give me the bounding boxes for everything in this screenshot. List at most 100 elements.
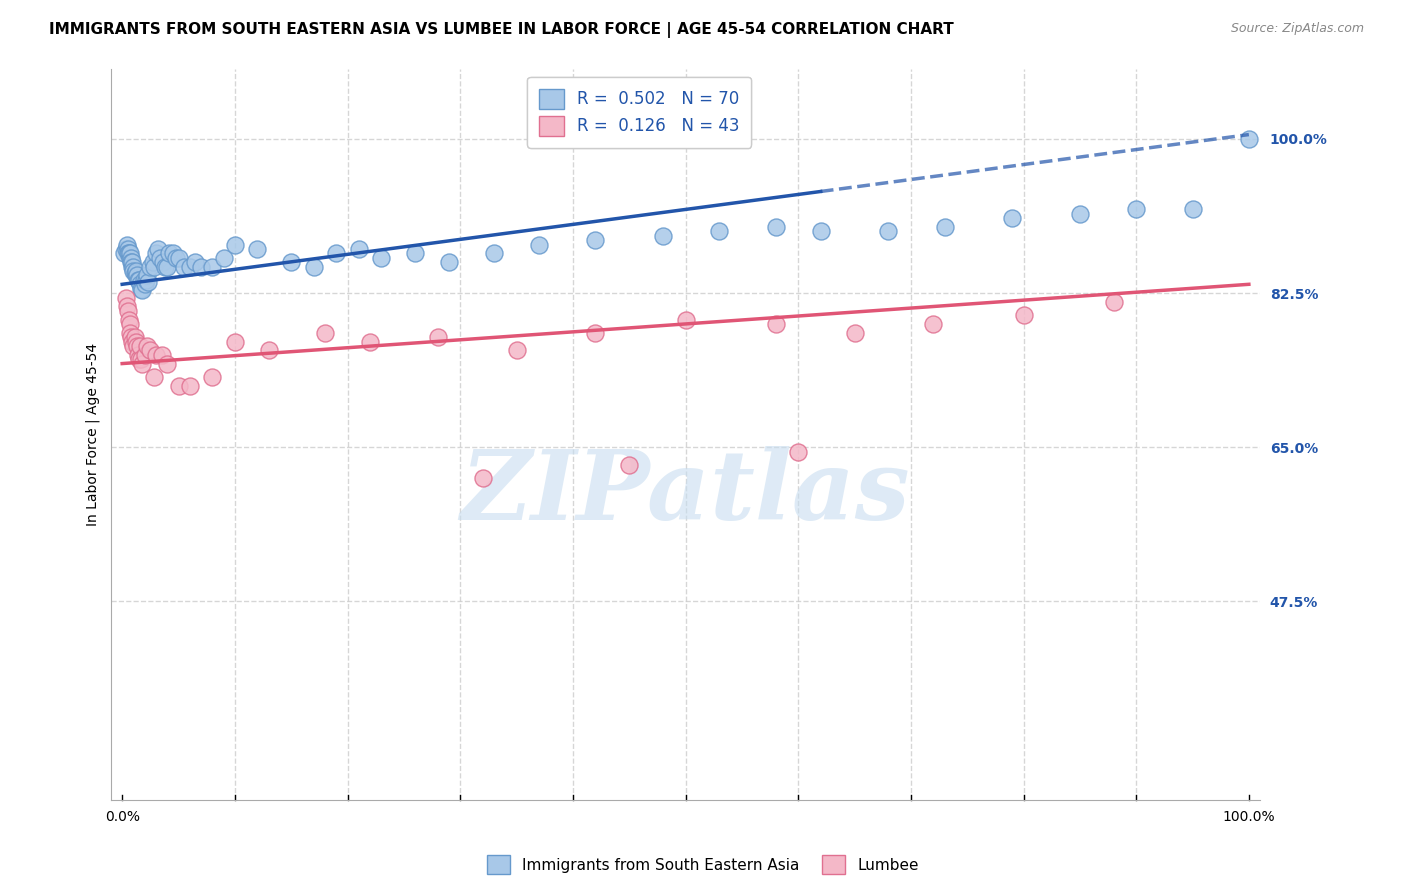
Legend: Immigrants from South Eastern Asia, Lumbee: Immigrants from South Eastern Asia, Lumb…: [481, 849, 925, 880]
Point: [583, 233, 606, 247]
Point: [136, 275, 159, 289]
Point: [115, 299, 138, 313]
Point: [179, 260, 201, 274]
Point: [120, 251, 142, 265]
Point: [114, 246, 136, 260]
Text: 0.0%: 0.0%: [104, 810, 139, 824]
Point: [145, 348, 167, 362]
Point: [132, 273, 155, 287]
Point: [1069, 207, 1091, 221]
Point: [224, 237, 246, 252]
Point: [675, 312, 697, 326]
Point: [765, 220, 787, 235]
Point: [145, 246, 167, 260]
Point: [136, 339, 159, 353]
Point: [129, 277, 152, 292]
Point: [765, 317, 787, 331]
Point: [167, 378, 190, 392]
Point: [114, 291, 136, 305]
Point: [152, 255, 174, 269]
Point: [127, 348, 149, 362]
Point: [652, 228, 675, 243]
Point: [139, 260, 162, 274]
Point: [1012, 308, 1035, 322]
Point: [583, 326, 606, 340]
Point: [150, 348, 173, 362]
Point: [404, 246, 426, 260]
Point: [127, 273, 149, 287]
Point: [153, 260, 176, 274]
Point: [162, 246, 184, 260]
Point: [922, 317, 945, 331]
Point: [129, 339, 152, 353]
Point: [167, 251, 190, 265]
Point: [246, 242, 269, 256]
Point: [120, 330, 142, 344]
Y-axis label: In Labor Force | Age 45-54: In Labor Force | Age 45-54: [86, 343, 100, 525]
Point: [125, 264, 148, 278]
Point: [125, 339, 148, 353]
Point: [121, 255, 143, 269]
Point: [117, 246, 139, 260]
Point: [156, 260, 179, 274]
Point: [370, 251, 392, 265]
Text: Source: ZipAtlas.com: Source: ZipAtlas.com: [1230, 22, 1364, 36]
Point: [787, 444, 810, 458]
Point: [120, 251, 142, 265]
Point: [347, 242, 370, 256]
Point: [156, 357, 179, 371]
Point: [121, 334, 143, 349]
Point: [810, 224, 832, 238]
Point: [165, 251, 187, 265]
Point: [1001, 211, 1024, 226]
Point: [190, 260, 212, 274]
Point: [122, 264, 145, 278]
Point: [131, 357, 153, 371]
Point: [159, 246, 181, 260]
Point: [224, 334, 246, 349]
Point: [314, 326, 336, 340]
Point: [212, 251, 235, 265]
Point: [179, 378, 201, 392]
Point: [114, 242, 136, 256]
Point: [131, 352, 153, 367]
Point: [257, 343, 280, 358]
Point: [527, 237, 550, 252]
Point: [280, 255, 302, 269]
Point: [201, 260, 224, 274]
Text: 100.0%: 100.0%: [1223, 810, 1275, 824]
Point: [121, 260, 143, 274]
Point: [128, 352, 150, 367]
Point: [437, 255, 460, 269]
Point: [125, 268, 148, 283]
Point: [1125, 202, 1147, 217]
Text: IMMIGRANTS FROM SOUTH EASTERN ASIA VS LUMBEE IN LABOR FORCE | AGE 45-54 CORRELAT: IMMIGRANTS FROM SOUTH EASTERN ASIA VS LU…: [49, 22, 953, 38]
Point: [505, 343, 527, 358]
Point: [1237, 132, 1260, 146]
Point: [115, 237, 138, 252]
Point: [120, 317, 142, 331]
Point: [148, 242, 170, 256]
Point: [149, 251, 172, 265]
Point: [118, 312, 141, 326]
Point: [471, 471, 494, 485]
Point: [125, 334, 148, 349]
Point: [122, 260, 145, 274]
Point: [131, 284, 153, 298]
Point: [120, 246, 142, 260]
Point: [142, 369, 165, 384]
Text: ZIPatlas: ZIPatlas: [461, 445, 910, 540]
Point: [120, 326, 142, 340]
Point: [120, 255, 142, 269]
Point: [124, 330, 146, 344]
Legend: R =  0.502   N = 70, R =  0.126   N = 43: R = 0.502 N = 70, R = 0.126 N = 43: [527, 77, 751, 147]
Point: [131, 282, 153, 296]
Point: [1181, 202, 1204, 217]
Point: [184, 255, 207, 269]
Point: [139, 343, 162, 358]
Point: [122, 339, 145, 353]
Point: [142, 260, 165, 274]
Point: [125, 268, 148, 283]
Point: [709, 224, 731, 238]
Point: [124, 266, 146, 280]
